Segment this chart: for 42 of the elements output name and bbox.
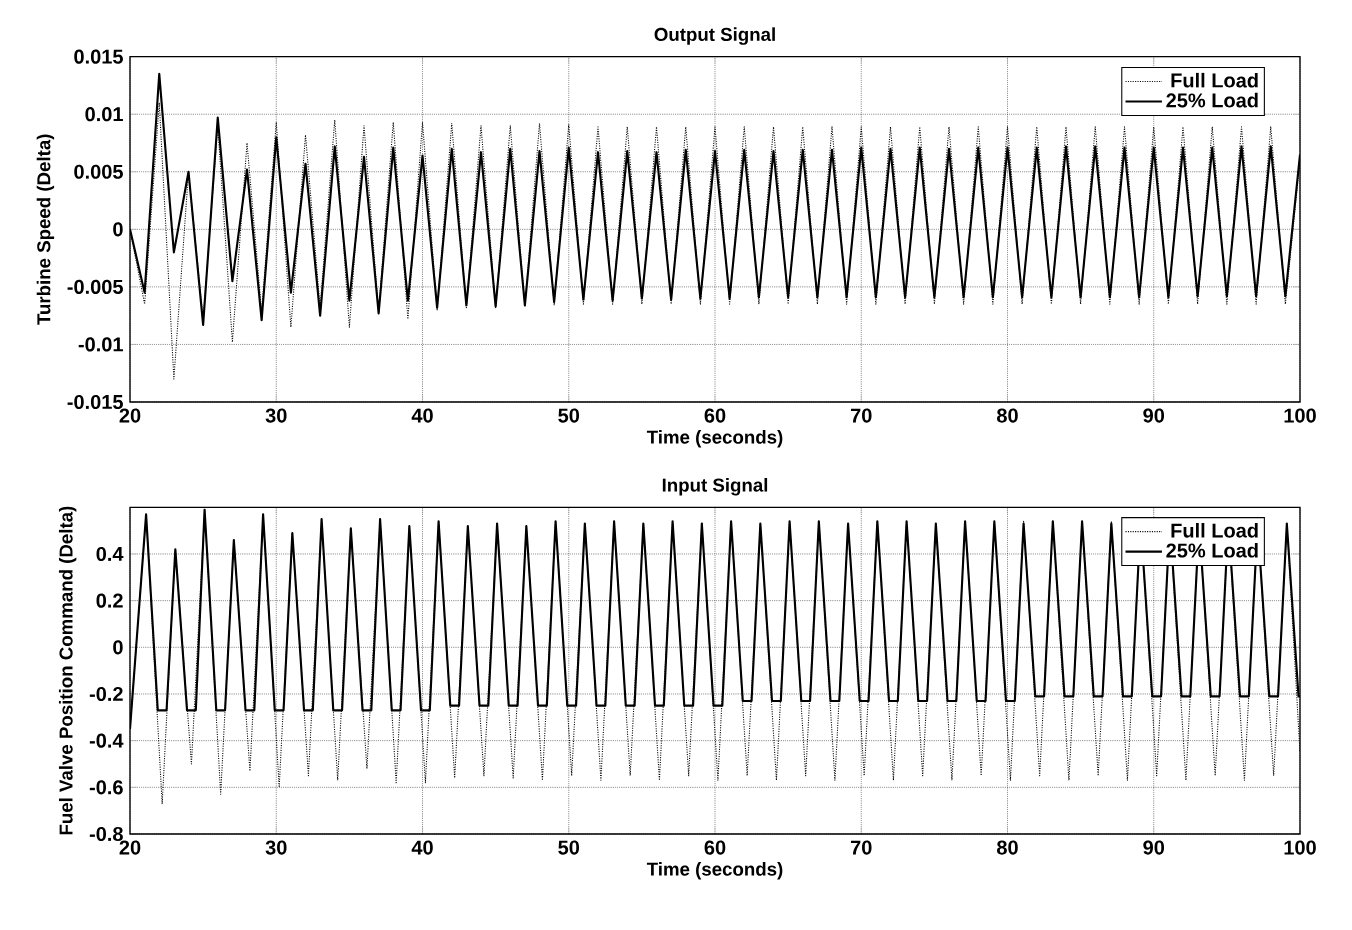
y-tick-label: 0.01 — [85, 107, 123, 122]
x-tick-label: 100 — [1284, 840, 1316, 855]
x-tick-label: 30 — [265, 840, 287, 855]
y-tick-label: -0.2 — [89, 686, 123, 702]
x-tick-label: 40 — [411, 840, 433, 855]
x-tick-label: 50 — [558, 408, 580, 423]
x-tick-label: 60 — [704, 840, 726, 855]
legend-label: 25% Load — [1166, 92, 1258, 108]
x-tick-label: 20 — [119, 840, 141, 855]
x-axis-title: Time (seconds) — [646, 430, 783, 448]
x-axis-title: Time (seconds) — [646, 862, 783, 880]
x-tick-label: 50 — [558, 840, 580, 855]
y-tick-label: 0 — [113, 640, 123, 655]
y-tick-label: -0.8 — [89, 826, 123, 842]
y-axis-title: Turbine Speed (Delta) — [36, 134, 55, 325]
x-tick-label: 40 — [411, 408, 433, 423]
y-tick-label: -0.005 — [67, 279, 123, 294]
x-tick-label: 70 — [850, 840, 872, 855]
x-tick-label: 100 — [1284, 408, 1316, 423]
y-tick-label: 0 — [113, 222, 123, 237]
chart-title: Output Signal — [654, 27, 775, 45]
x-tick-label: 30 — [265, 408, 287, 423]
x-tick-label: 80 — [997, 840, 1018, 855]
x-tick-label: 90 — [1143, 840, 1165, 855]
y-tick-label: -0.4 — [89, 733, 124, 748]
y-tick-label: 0.015 — [74, 49, 123, 64]
y-tick-label: 0.005 — [74, 164, 123, 179]
legend-label: 25% Load — [1166, 542, 1258, 558]
chart-title: Input Signal — [662, 478, 768, 496]
x-tick-label: 70 — [850, 408, 872, 423]
y-tick-label: 0.2 — [96, 593, 123, 608]
y-tick-label: 0.4 — [96, 546, 124, 562]
y-tick-label: -0.01 — [78, 337, 123, 352]
x-tick-label: 90 — [1143, 408, 1165, 423]
x-tick-label: 80 — [997, 408, 1018, 423]
y-tick-label: -0.6 — [89, 780, 123, 795]
x-tick-label: 20 — [119, 408, 141, 423]
legend-label: Full Load — [1171, 72, 1258, 88]
y-tick-label: -0.015 — [67, 394, 123, 410]
x-tick-label: 60 — [704, 408, 726, 423]
legend-label: Full Load — [1171, 522, 1258, 538]
y-axis-title: Fuel Valve Position Command (Delta) — [58, 506, 77, 835]
